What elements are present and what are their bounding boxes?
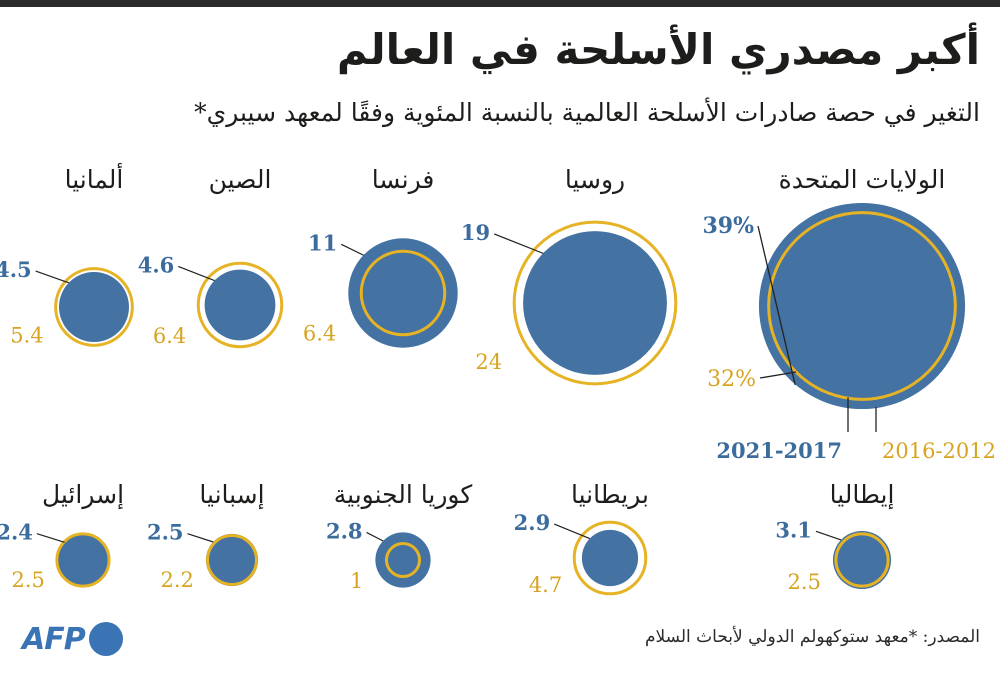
value-label-earlier: 2.2 [161,568,194,592]
value-label-recent: 2.9 [514,510,551,535]
bubble-recent [57,534,109,586]
country-name: إسبانيا [199,480,264,509]
value-label-earlier: 32% [707,367,756,392]
country-name: إيطاليا [830,480,895,509]
value-label-recent: 4.6 [138,252,175,277]
country-name: فرنسا [372,165,435,195]
bubble-recent [581,529,639,587]
bubble-recent [523,231,667,375]
leader-line [815,530,842,541]
bubble-recent [832,530,892,590]
bubble-earlier [206,534,258,586]
leader-line [35,270,69,284]
leader-line [366,531,384,542]
leader-line [36,533,65,543]
source-note: المصدر: *معهد ستوكهولم الدولي لأبحاث الس… [645,627,980,647]
value-label-earlier: 4.7 [529,573,562,597]
bubble-earlier [572,520,648,596]
country-name: كوريا الجنوبية [334,480,473,510]
legend-label-earlier: 2016-2012 [882,439,996,463]
value-label-earlier: 1 [350,569,363,593]
bubble-recent [348,238,458,348]
value-label-earlier: 6.4 [153,324,186,348]
bubble-recent [205,533,259,587]
country-name: إسرائيل [42,480,124,510]
bubble-earlier [55,532,111,588]
afp-logo: AFP [22,617,123,661]
value-label-recent: 4.5 [0,257,32,282]
value-label-earlier: 2.5 [12,568,45,592]
value-label-earlier: 5.4 [10,324,43,348]
country-name: روسيا [565,165,625,195]
leader-line [187,533,214,543]
value-label-recent: 2.4 [0,520,33,545]
leader-line [178,265,215,282]
bubble-earlier [196,261,284,349]
country-name: الولايات المتحدة [779,165,946,195]
bubble-recent [375,532,431,588]
value-label-recent: 11 [308,230,337,255]
bubble-earlier [385,542,421,578]
country-name: بريطانيا [571,480,649,510]
afp-logo-text: AFP [22,621,86,657]
leader-line [493,233,544,254]
bubble-recent [204,269,276,341]
page-subtitle: التغير في حصة صادرات الأسلحة العالمية با… [194,98,980,127]
value-label-earlier: 24 [475,350,502,374]
value-label-recent: 3.1 [775,517,812,542]
bubble-earlier [359,249,447,337]
value-label-earlier: 6.4 [303,321,336,345]
page-title: أكبر مصدري الأسلحة في العالم [336,25,980,74]
bubble-earlier [834,532,890,588]
bubble-recent [58,271,130,343]
top-bar [0,0,1000,7]
value-label-recent: 2.8 [326,518,363,543]
value-label-recent: 2.5 [147,520,184,545]
bubble-earlier [512,220,678,386]
bubble-earlier [54,267,134,347]
leader-line [759,371,797,379]
leader-line [554,523,590,540]
country-name: الصين [209,165,272,195]
bubble-recent [758,202,966,410]
value-label-recent: 19 [461,220,490,245]
value-label-earlier: 2.5 [788,570,821,594]
leader-line [757,225,796,386]
value-label-recent: 39% [702,213,754,239]
bubble-earlier [767,211,957,401]
afp-logo-dot [88,622,123,656]
country-name: ألمانيا [65,162,124,194]
legend-label-recent: 2021-2017 [716,438,842,463]
leader-line [340,243,364,256]
